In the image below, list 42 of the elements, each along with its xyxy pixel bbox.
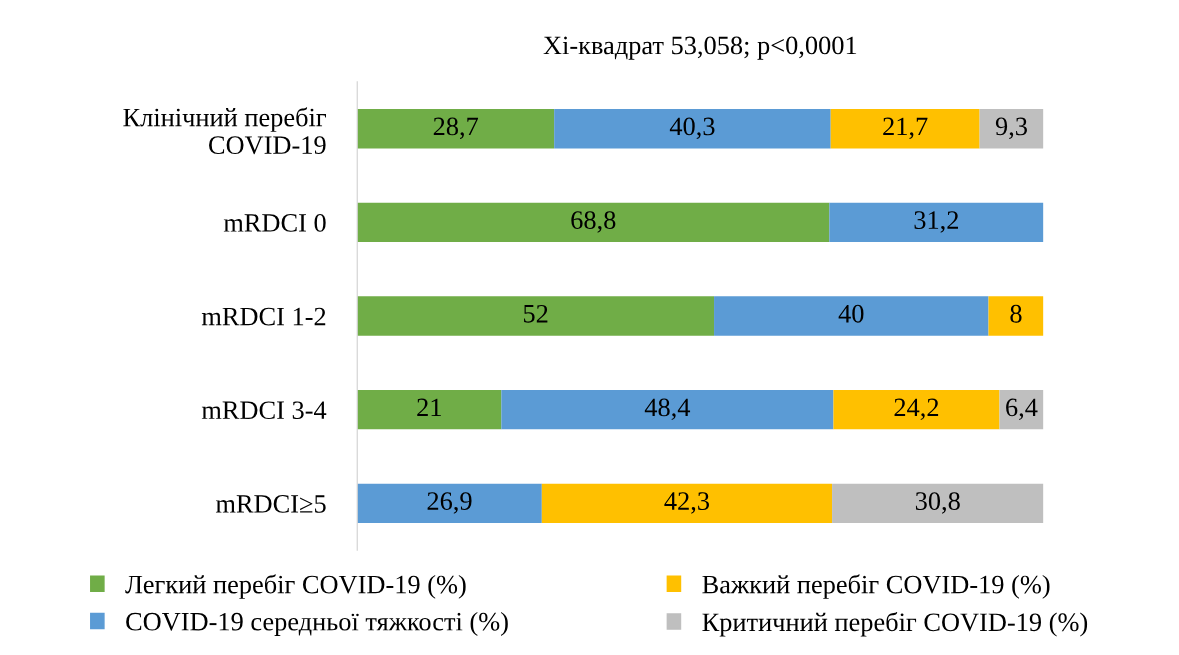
legend-label: Легкий перебіг COVID-19 (%)	[125, 574, 466, 599]
bar	[357, 390, 502, 430]
y-tick-label: mRDCI 3-4	[201, 401, 327, 420]
data-label: 6,4	[1006, 398, 1038, 421]
y-tick-label: mRDCI 0	[223, 213, 326, 232]
bar	[554, 109, 831, 149]
data-label: 30,8	[915, 492, 960, 514]
data-label: 26,9	[427, 492, 472, 514]
data-label: 21,7	[883, 117, 928, 140]
bar	[979, 109, 1044, 149]
data-label: 68,8	[571, 211, 616, 233]
bar	[501, 390, 834, 430]
bar	[832, 483, 1044, 524]
data-label: 31,2	[914, 211, 959, 233]
data-label: 48,4	[644, 398, 691, 421]
bar	[357, 202, 830, 243]
chart-title: Хі-квадрат 53,058; р<0,0001	[543, 36, 857, 60]
bar	[357, 483, 542, 524]
y-tick-label: Клінічний перебіг COVID-19	[123, 107, 326, 155]
legend-label: Критичний перебіг COVID-19 (%)	[702, 612, 1088, 637]
legend-label: Важкий перебіг COVID-19 (%)	[702, 574, 1050, 599]
y-tick-label: mRDCI 1-2	[201, 307, 326, 326]
data-label: 42,3	[664, 492, 709, 514]
bar	[830, 109, 980, 149]
y-tick-label: mRDCI≥5	[215, 495, 326, 513]
data-label: 28,7	[433, 117, 479, 140]
data-label: 40,3	[669, 117, 715, 140]
bar	[829, 202, 1044, 243]
data-label: 24,2	[894, 398, 939, 421]
data-label: 9,3	[995, 117, 1027, 140]
bar	[833, 390, 1000, 430]
bar	[988, 296, 1044, 336]
data-label: 8	[1010, 304, 1022, 323]
bar	[999, 390, 1044, 430]
bar	[541, 483, 833, 524]
legend-label: COVID-19 середньої тяжкості (%)	[126, 612, 508, 636]
bar	[357, 109, 555, 149]
bar	[714, 296, 989, 336]
data-label: 52	[523, 304, 548, 323]
data-label: 40	[838, 304, 864, 323]
bar	[357, 296, 715, 336]
data-label: 21	[417, 398, 441, 417]
